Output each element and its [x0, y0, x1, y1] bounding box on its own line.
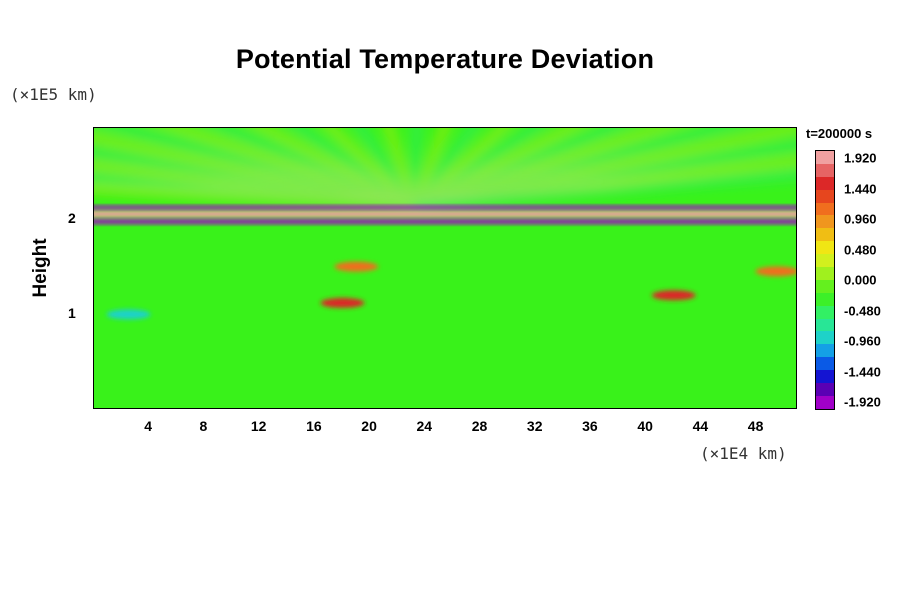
- colorbar-label: 1.920: [844, 150, 877, 166]
- x-tick-label: 20: [361, 418, 377, 434]
- x-axis-unit: (×1E4 km): [700, 444, 787, 463]
- anomaly-blob: [320, 297, 365, 308]
- heatmap-field: [94, 128, 796, 408]
- y-tick-label: 2: [68, 209, 76, 226]
- colorbar-segment: [816, 254, 834, 268]
- wave-streak: [412, 128, 622, 210]
- y-axis-unit: (×1E5 km): [10, 85, 97, 104]
- x-tick-label: 16: [306, 418, 322, 434]
- x-tick-label: 44: [692, 418, 709, 434]
- wave-streak: [411, 128, 478, 209]
- x-tick-label: 36: [582, 418, 598, 434]
- wave-streak: [325, 128, 417, 209]
- x-tick-label: 32: [526, 418, 543, 434]
- anomaly-band: [94, 210, 796, 218]
- colorbar-segment: [816, 383, 834, 396]
- colorbar-label: -1.440: [844, 364, 881, 379]
- colorbar-segment: [816, 267, 834, 280]
- colorbar-segment: [816, 215, 834, 229]
- chart-title: Potential Temperature Deviation: [235, 44, 655, 74]
- colorbar-segment: [816, 163, 834, 177]
- x-tick-label: 8: [199, 418, 208, 434]
- colorbar-label: -0.960: [844, 333, 881, 349]
- wave-streak: [106, 128, 415, 210]
- colorbar-label: 0.960: [844, 211, 877, 227]
- wave-streak: [410, 128, 421, 207]
- colorbar-segment: [816, 189, 834, 203]
- wave-streak: [256, 128, 416, 210]
- y-axis-label: Height: [30, 238, 51, 298]
- colorbar-label: 1.440: [844, 181, 877, 196]
- wave-streak: [356, 128, 417, 208]
- anomaly-blob: [106, 309, 151, 320]
- colorbar-segment: [816, 331, 834, 345]
- anomaly-blob: [651, 290, 696, 301]
- x-tick-label: 12: [250, 418, 267, 434]
- y-tick-label: 1: [68, 305, 76, 322]
- colorbar-segment: [816, 228, 834, 242]
- field-features: [94, 128, 796, 320]
- colorbar-segment: [816, 241, 834, 255]
- x-tick-label: 48: [747, 418, 764, 434]
- wave-streak: [412, 128, 542, 209]
- wave-streak: [410, 128, 449, 208]
- wave-streak: [166, 128, 416, 210]
- wave-streak: [215, 128, 416, 210]
- anomaly-band: [94, 205, 796, 210]
- colorbar-segment: [816, 357, 834, 371]
- colorbar-title: t=200000 s: [806, 126, 873, 141]
- colorbar-label: -0.480: [844, 303, 881, 318]
- colorbar: [815, 150, 835, 410]
- colorbar-segment: [816, 292, 834, 306]
- colorbar-segment: [816, 202, 834, 216]
- wave-streak: [412, 128, 579, 210]
- colorbar-segment: [816, 305, 834, 319]
- colorbar-segment: [816, 318, 834, 332]
- colorbar-segment: [816, 344, 834, 358]
- wave-streaks: [94, 128, 796, 210]
- plot-area: [93, 127, 797, 409]
- wave-streak: [411, 128, 509, 209]
- x-tick-label: 24: [416, 418, 433, 434]
- colorbar-segment: [816, 395, 834, 409]
- colorbar-label: 0.480: [844, 242, 877, 257]
- colorbar-label: 0.000: [844, 272, 877, 288]
- colorbar-label: -1.920: [844, 394, 881, 410]
- x-tick-label: 40: [637, 418, 653, 434]
- x-tick-label: 4: [144, 418, 153, 434]
- anomaly-blob: [755, 266, 796, 277]
- wave-streak: [385, 128, 418, 208]
- x-tick-label: 28: [471, 418, 488, 434]
- wave-streak: [413, 171, 796, 210]
- colorbar-segment: [816, 279, 834, 293]
- anomaly-blob: [334, 261, 379, 272]
- colorbar-segment: [816, 176, 834, 190]
- anomaly-band: [94, 219, 796, 225]
- colorbar-segment: [816, 370, 834, 384]
- wave-streak: [293, 128, 416, 209]
- colorbar-segment: [816, 151, 834, 164]
